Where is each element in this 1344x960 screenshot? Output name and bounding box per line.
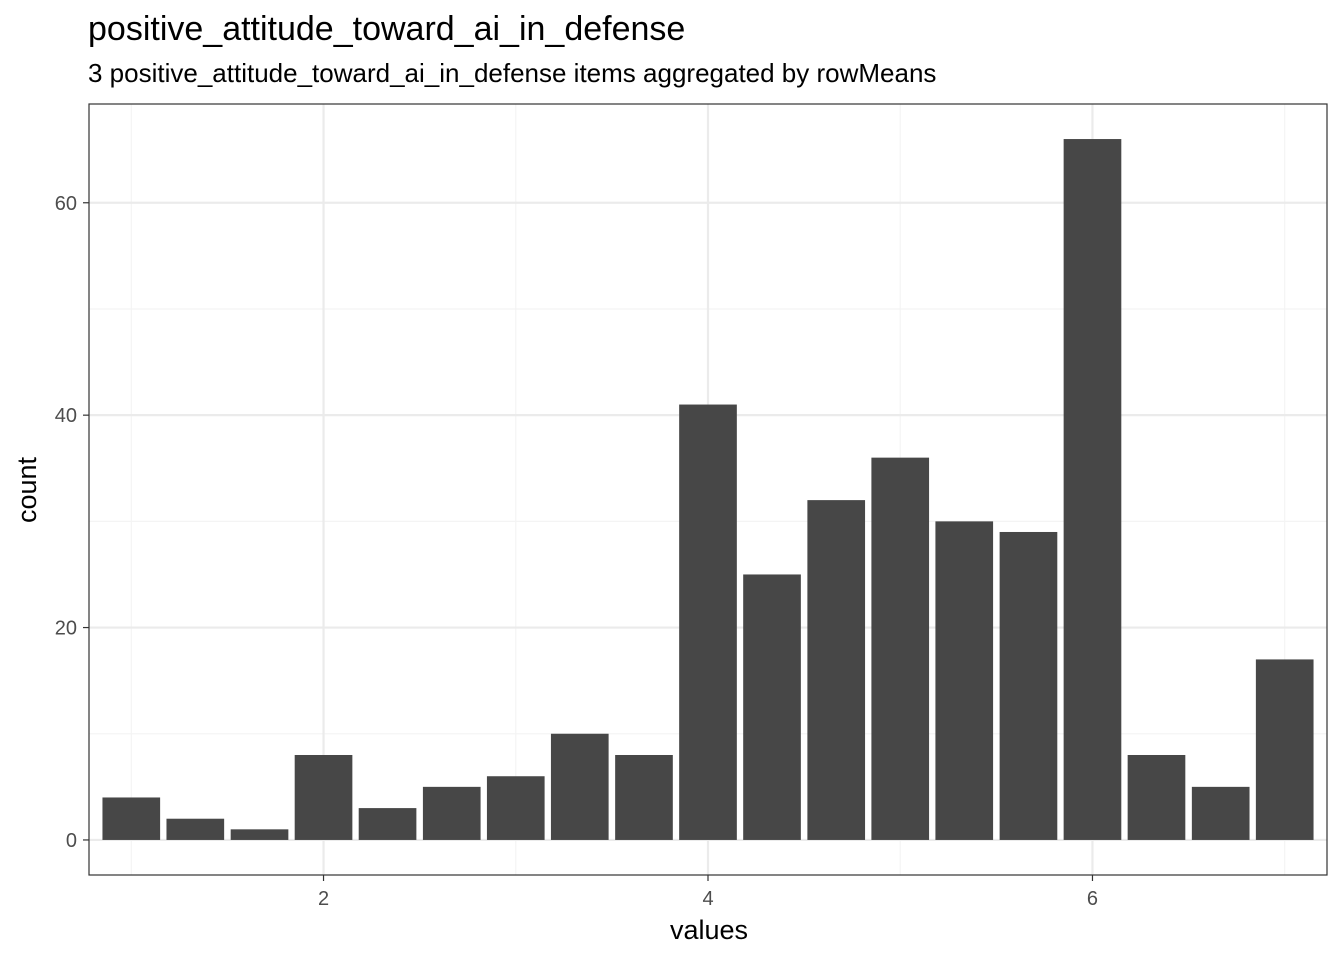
bar xyxy=(422,786,481,840)
y-axis-title: count xyxy=(12,456,42,523)
bars xyxy=(102,139,1314,840)
x-tick-label: 4 xyxy=(702,888,713,910)
y-tick-label: 60 xyxy=(55,193,77,215)
bar xyxy=(743,574,801,840)
bar xyxy=(486,776,545,840)
bar xyxy=(935,521,994,840)
bar xyxy=(871,457,930,840)
y-tick-label: 20 xyxy=(55,618,77,640)
bar xyxy=(1127,754,1186,840)
bar xyxy=(294,754,353,840)
bar xyxy=(999,531,1058,840)
bar xyxy=(1063,139,1122,840)
axis-ticks: 0 20 40 60 2 4 6 xyxy=(55,193,1098,910)
y-tick-label: 40 xyxy=(55,405,77,427)
bar xyxy=(230,829,289,840)
bar xyxy=(550,733,609,840)
chart-title: positive_attitude_toward_ai_in_defense xyxy=(88,10,685,48)
bar xyxy=(358,808,417,840)
bar xyxy=(1255,659,1314,840)
bar xyxy=(1191,786,1250,840)
bar xyxy=(102,797,161,840)
bar xyxy=(679,404,737,840)
bar xyxy=(807,500,866,840)
x-tick-label: 2 xyxy=(318,888,329,910)
y-tick-label: 0 xyxy=(66,830,77,852)
bar xyxy=(166,818,225,840)
chart-subtitle: 3 positive_attitude_toward_ai_in_defense… xyxy=(88,58,936,88)
bar xyxy=(615,754,673,840)
x-axis-title: values xyxy=(670,915,748,945)
x-tick-label: 6 xyxy=(1087,888,1098,910)
